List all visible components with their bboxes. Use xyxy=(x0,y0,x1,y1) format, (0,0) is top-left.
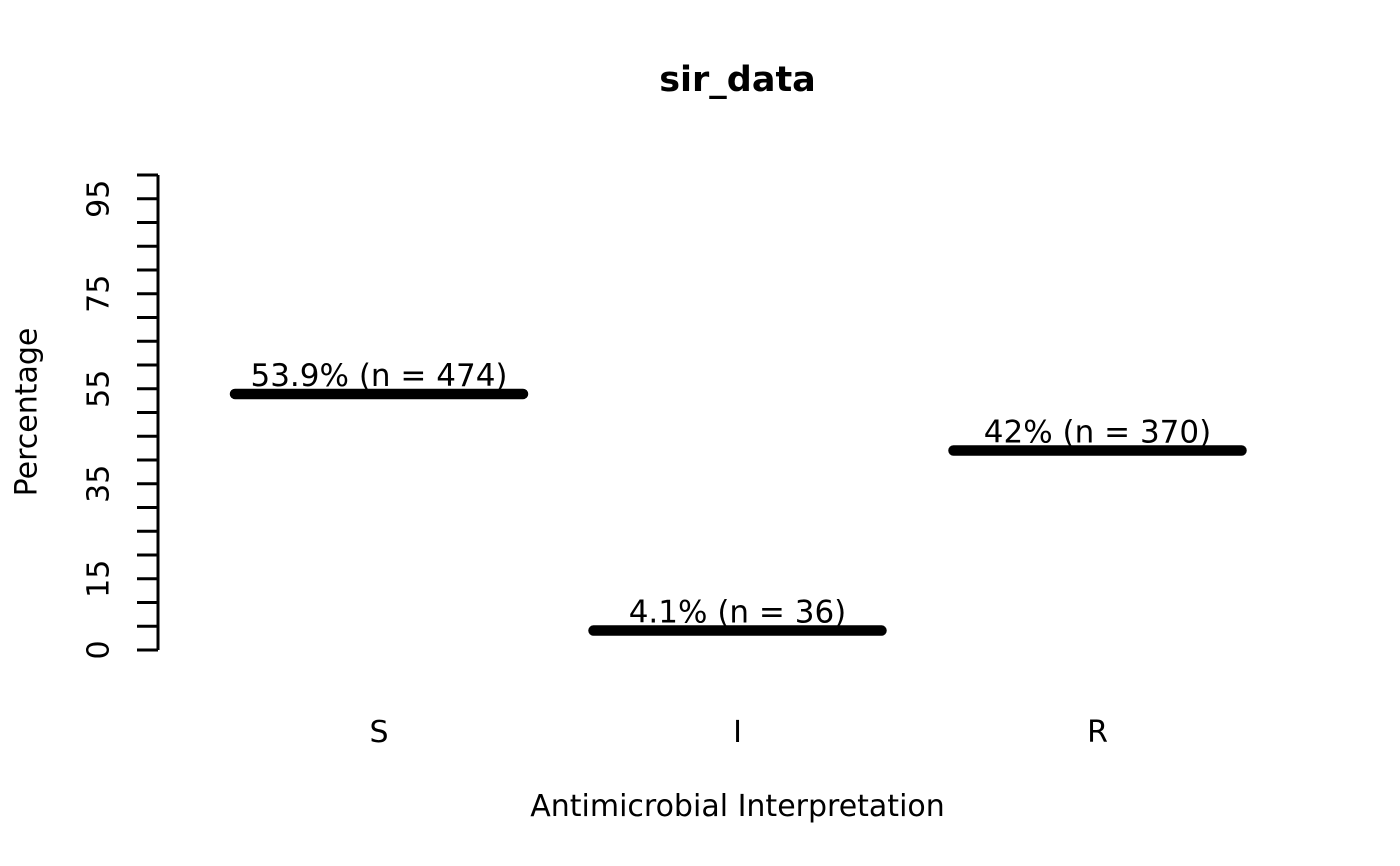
category-label-r: R xyxy=(1087,715,1108,750)
bar-label-s: 53.9% (n = 474) xyxy=(250,358,507,394)
y-axis-tick-label: 55 xyxy=(82,370,117,408)
chart-title: sir_data xyxy=(659,60,816,100)
category-label-s: S xyxy=(369,715,388,750)
y-axis-tick-label: 95 xyxy=(82,180,117,218)
bar-label-r: 42% (n = 370) xyxy=(984,415,1211,451)
y-axis-tick-label: 75 xyxy=(82,275,117,313)
y-axis-tick-label: 0 xyxy=(82,640,117,659)
category-label-i: I xyxy=(733,715,742,750)
bar-label-i: 4.1% (n = 36) xyxy=(629,595,847,631)
x-axis-title: Antimicrobial Interpretation xyxy=(530,789,945,824)
y-axis-tick-label: 35 xyxy=(82,465,117,503)
y-axis-tick-label: 15 xyxy=(82,560,117,598)
